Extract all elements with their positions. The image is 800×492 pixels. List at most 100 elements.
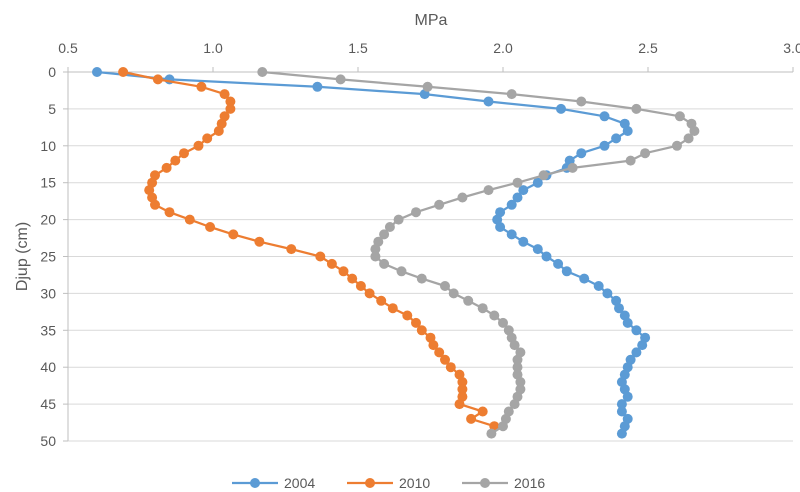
data-point (602, 288, 613, 299)
data-point (512, 192, 523, 203)
data-point (631, 347, 642, 358)
data-point (506, 229, 517, 240)
legend-swatch-marker (365, 478, 375, 488)
y-tick-label: 40 (40, 359, 56, 375)
y-tick-labels: 0 5 10 15 20 25 30 35 40 45 50 (40, 64, 56, 449)
data-point (614, 303, 624, 314)
data-point (440, 354, 450, 365)
data-point (498, 317, 508, 328)
series-2004 (92, 67, 651, 439)
data-point (326, 258, 337, 269)
data-point (454, 399, 465, 410)
data-point (396, 266, 407, 277)
data-point (387, 303, 398, 314)
data-point (416, 273, 427, 284)
data-point (448, 288, 459, 299)
series-lines (92, 67, 700, 439)
series-line-2004 (96, 70, 647, 435)
data-point (477, 303, 488, 314)
data-point (512, 362, 523, 373)
y-tick-label: 5 (48, 101, 56, 117)
y-axis-title: Djup (cm) (14, 222, 31, 291)
legend-item-2010: 2010 (347, 475, 430, 491)
data-point (170, 155, 181, 166)
legend-item-2004: 2004 (232, 475, 315, 491)
data-point (498, 421, 508, 432)
data-point (196, 81, 207, 92)
data-point (228, 229, 239, 240)
data-point (640, 148, 651, 159)
y-tick-label: 30 (40, 285, 56, 301)
data-point (205, 222, 216, 232)
data-point (286, 244, 297, 255)
x-tick-label: 1.0 (203, 40, 223, 56)
data-point (576, 96, 587, 107)
data-point (379, 258, 390, 269)
data-point (567, 162, 578, 173)
y-tick-label: 25 (40, 249, 56, 265)
data-point (625, 155, 636, 166)
data-point (225, 96, 236, 107)
data-point (384, 222, 395, 232)
data-point (118, 67, 129, 77)
data-point (338, 266, 349, 277)
data-point (335, 74, 346, 85)
x-tick-label: 3.0 (783, 40, 800, 56)
data-point (434, 199, 445, 210)
data-point (402, 310, 413, 321)
data-point (611, 133, 622, 144)
gridlines (68, 71, 793, 442)
data-point (164, 207, 175, 218)
x-tick-label: 2.0 (493, 40, 513, 56)
data-point (422, 81, 433, 92)
legend-swatch-marker (250, 478, 260, 488)
data-point (538, 170, 549, 181)
data-point (541, 251, 552, 262)
data-point (518, 236, 529, 247)
x-tick-label: 0.5 (58, 40, 78, 56)
data-point (219, 89, 230, 100)
data-point (376, 295, 387, 306)
data-point (489, 310, 500, 321)
y-tick-label: 15 (40, 175, 56, 191)
data-point (445, 362, 456, 373)
data-point (509, 340, 520, 351)
data-point (616, 399, 627, 410)
x-tick-labels: 0.5 1.0 1.5 2.0 2.5 3.0 (58, 40, 800, 56)
data-point (683, 133, 694, 144)
data-point (315, 251, 326, 262)
series-line-2016 (262, 70, 696, 435)
data-point (506, 89, 517, 100)
legend-label: 2016 (514, 475, 545, 491)
x-tick-label: 2.5 (638, 40, 658, 56)
data-point (428, 340, 439, 351)
data-point (672, 140, 682, 151)
data-point (477, 406, 488, 417)
data-point (579, 273, 590, 284)
data-point (355, 281, 366, 291)
data-point (622, 317, 633, 328)
data-point (689, 126, 700, 136)
data-point (440, 281, 450, 291)
data-point (616, 428, 627, 439)
data-point (561, 266, 572, 277)
data-point (622, 126, 633, 136)
data-point (515, 377, 526, 387)
data-point (593, 281, 604, 291)
data-point (457, 384, 468, 395)
data-point (599, 140, 610, 151)
data-point (457, 192, 468, 203)
data-point (257, 67, 268, 77)
x-axis-title: MPa (415, 12, 448, 29)
data-point (512, 177, 523, 188)
y-tick-label: 45 (40, 396, 56, 412)
series-2010 (118, 67, 500, 432)
series-line-2010 (122, 70, 495, 428)
data-point (631, 103, 642, 114)
data-point (518, 185, 529, 196)
data-point (370, 244, 381, 255)
series-2016 (257, 67, 700, 439)
y-tick-label: 10 (40, 138, 56, 154)
data-point (150, 199, 160, 210)
data-point (312, 81, 323, 92)
